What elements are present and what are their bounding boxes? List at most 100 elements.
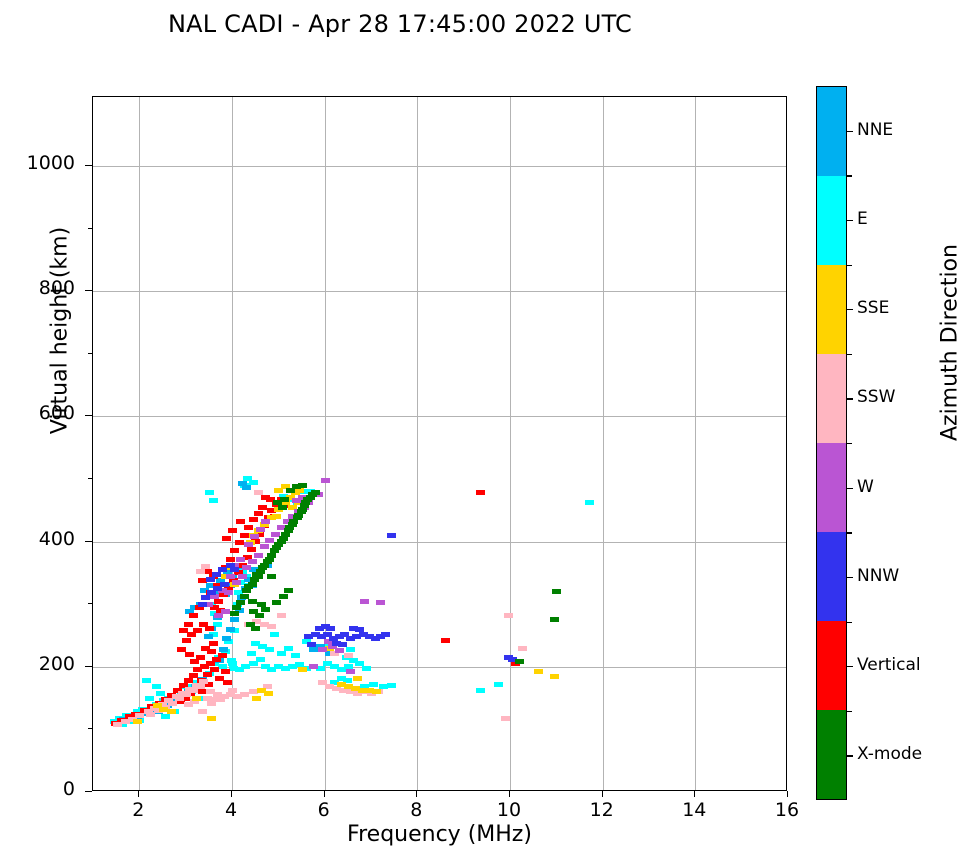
colorbar-label-w: W <box>857 476 874 497</box>
data-point-ssw <box>248 689 258 695</box>
data-point-vertical <box>199 621 209 627</box>
data-point-ssw <box>167 700 177 706</box>
y-tick-label: 800 <box>38 277 75 300</box>
data-point-nnw <box>355 626 365 632</box>
data-point-x-mode <box>276 539 286 544</box>
y-tick-label: 400 <box>38 527 75 550</box>
colorbar-segment-e <box>817 176 846 265</box>
colorbar-boundary-tick <box>847 710 852 713</box>
data-point-e <box>329 679 339 685</box>
data-point-w <box>320 477 330 483</box>
data-point-ssw <box>501 715 511 721</box>
data-point-nnw <box>310 631 320 637</box>
y-tick <box>85 540 92 542</box>
data-point-nne <box>218 646 228 652</box>
data-point-x-mode <box>278 504 287 510</box>
data-point-vertical <box>233 570 243 576</box>
data-point-e <box>267 666 277 672</box>
x-tick-label: 10 <box>496 799 522 821</box>
data-point-ssw <box>329 650 339 656</box>
data-point-vertical <box>242 554 252 560</box>
data-point-nne <box>225 626 235 632</box>
y-tick <box>85 290 92 292</box>
data-point-vertical <box>179 683 189 689</box>
data-point-w <box>334 648 344 653</box>
data-point-ssw <box>205 689 215 695</box>
data-point-ssw <box>174 695 184 701</box>
data-point-e <box>316 665 325 671</box>
y-tick-minor <box>88 352 92 354</box>
data-point-w <box>217 587 227 593</box>
x-tick <box>694 791 696 797</box>
data-point-x-mode <box>230 611 240 617</box>
data-point-ssw <box>199 679 209 685</box>
colorbar-segment-ssw <box>817 354 846 443</box>
data-point-sse <box>274 487 284 493</box>
data-point-x-mode <box>279 594 288 600</box>
data-point-e <box>494 681 504 687</box>
data-point-nnw <box>225 562 235 568</box>
data-point-ssw <box>202 695 212 701</box>
data-point-nnw <box>213 586 223 591</box>
data-point-nne <box>309 646 319 652</box>
data-point-ssw <box>201 564 211 570</box>
data-point-e <box>475 688 485 694</box>
data-point-x-mode <box>303 496 313 502</box>
data-point-w <box>247 559 257 565</box>
colorbar-label-ssw: SSW <box>857 387 896 408</box>
data-point-nne <box>235 607 244 613</box>
data-point-sse <box>298 666 308 672</box>
data-point-e <box>160 714 170 720</box>
colorbar-tick <box>847 666 853 668</box>
data-point-ssw <box>184 701 193 707</box>
data-point-sse <box>357 688 367 694</box>
data-point-sse <box>290 490 300 496</box>
colorbar-segment-x-mode <box>817 710 846 799</box>
data-point-e <box>288 664 298 670</box>
data-point-vertical <box>202 671 212 677</box>
data-point-e <box>295 661 305 667</box>
data-point-nnw <box>217 567 227 573</box>
data-point-ssw <box>517 645 527 651</box>
data-point-vertical <box>204 625 214 631</box>
data-point-vertical <box>223 679 233 685</box>
data-point-vertical <box>230 548 240 554</box>
data-point-ssw <box>353 690 363 696</box>
data-point-nne <box>200 587 210 593</box>
data-point-x-mode <box>262 559 272 565</box>
data-point-nnw <box>230 567 240 573</box>
data-point-x-mode <box>254 612 264 618</box>
data-point-x-mode <box>265 556 275 562</box>
gridline-vertical <box>417 97 419 790</box>
y-axis-title: Virtual height (km) <box>47 226 73 435</box>
data-point-x-mode <box>279 496 289 502</box>
data-point-x-mode <box>261 606 271 612</box>
data-point-vertical <box>187 631 197 637</box>
data-point-sse <box>350 686 360 692</box>
colorbar-label-x-mode: X-mode <box>857 744 923 765</box>
colorbar-tick <box>847 398 853 400</box>
data-point-ssw <box>135 713 145 719</box>
data-point-nnw <box>211 571 221 577</box>
data-point-e <box>204 490 214 496</box>
data-point-vertical <box>193 628 203 633</box>
gridline-vertical <box>139 97 141 790</box>
data-point-vertical <box>248 517 258 523</box>
data-point-ssw <box>262 684 272 690</box>
data-point-w <box>282 519 292 524</box>
data-point-ssw <box>225 691 235 697</box>
data-point-x-mode <box>272 600 281 606</box>
data-point-nnw <box>306 641 316 647</box>
gridline-horizontal <box>93 291 786 293</box>
data-point-vertical <box>203 681 213 687</box>
gridline-vertical <box>232 97 233 790</box>
data-point-nne <box>222 636 232 642</box>
colorbar-label-sse: SSE <box>857 298 890 319</box>
data-point-w <box>259 544 269 550</box>
data-point-e <box>342 678 352 683</box>
colorbar-tick <box>847 487 853 489</box>
data-point-w <box>346 669 356 675</box>
data-point-sse <box>225 565 235 571</box>
colorbar-tick <box>847 576 853 579</box>
data-point-e <box>346 646 356 652</box>
